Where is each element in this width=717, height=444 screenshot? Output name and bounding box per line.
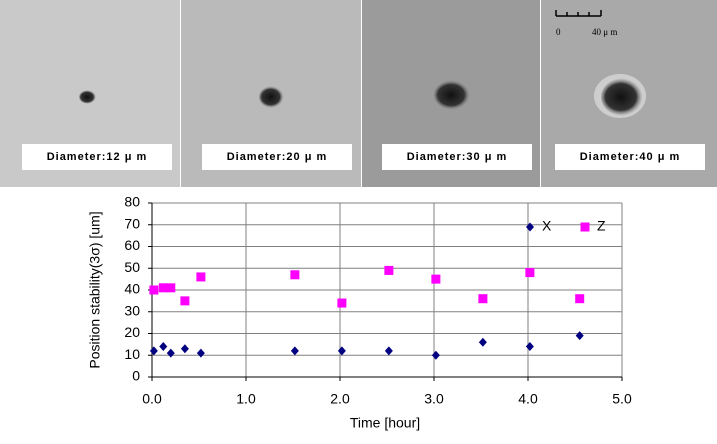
data-point [180,344,189,354]
y-tick-label: 80 [124,194,140,210]
data-point [525,342,534,352]
y-tick-label: 40 [124,281,140,297]
label-box [202,144,352,170]
legend-marker [580,222,590,232]
data-point [158,283,168,293]
scale-label: 0 [556,27,561,37]
data-point [337,298,347,308]
data-point [290,270,300,280]
panel-label: Diameter:30 μ m [407,151,508,163]
y-tick-label: 0 [132,368,140,384]
data-point [196,272,206,282]
particle [259,86,285,108]
y-axis-label: Position stability(3σ) [um] [87,211,103,368]
data-point [166,283,176,293]
data-point [384,265,394,275]
legend-marker [526,222,534,232]
scale-bar [555,10,602,17]
x-tick-label: 0.0 [142,391,162,407]
data-point [290,346,299,356]
legend-label: Z [597,218,606,234]
chart: Time [hour] Position stability(3σ) [um] … [87,194,632,431]
data-point [575,331,584,341]
x-tick-label: 1.0 [236,391,256,407]
y-tick-label: 50 [124,259,140,275]
y-tick-label: 20 [124,324,140,340]
data-point [431,274,441,284]
label-box [22,144,172,170]
panel-label: Diameter:12 μ m [47,151,148,163]
x-tick-label: 2.0 [330,391,350,407]
particle [601,78,645,116]
legend-label: X [542,218,552,234]
image-strip: Diameter:12 μ m Diameter:20 μ m Diameter… [0,0,717,187]
panel-label: Diameter:40 μ m [580,151,681,163]
x-axis-label: Time [hour] [350,415,420,431]
y-tick-label: 30 [124,302,140,318]
particle [434,80,472,110]
data-point [337,346,346,356]
data-point [159,342,168,352]
data-point [149,285,159,295]
data-point [525,268,535,278]
data-point [149,346,158,356]
data-point [180,296,190,306]
particle [79,90,97,104]
label-box [555,144,705,170]
data-point [384,346,393,356]
panel-label: Diameter:20 μ m [227,151,328,163]
x-tick-label: 4.0 [518,391,538,407]
x-tick-label: 5.0 [612,391,632,407]
data-point [431,350,440,360]
scale-label: 40 μ m [592,27,617,37]
y-tick-label: 60 [124,237,140,253]
y-tick-label: 70 [124,215,140,231]
data-point [478,337,487,347]
label-box [382,144,532,170]
data-point [478,294,488,304]
data-point [166,348,175,358]
y-tick-label: 10 [124,346,140,362]
data-point [575,294,585,304]
data-point [196,348,205,358]
x-tick-label: 3.0 [424,391,444,407]
